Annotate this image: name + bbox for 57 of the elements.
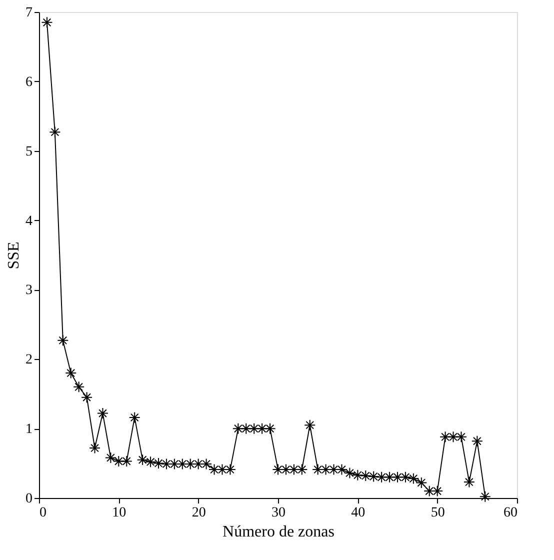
point — [89, 442, 101, 454]
point — [296, 464, 308, 476]
y-axis-title: SSE — [6, 242, 22, 270]
point — [49, 126, 61, 138]
point — [128, 412, 140, 424]
y-tick-label: 5 — [26, 144, 32, 160]
point — [463, 476, 475, 488]
point — [104, 452, 116, 464]
point — [264, 422, 276, 434]
point — [400, 471, 412, 483]
point — [344, 467, 356, 479]
point — [41, 16, 53, 28]
point — [304, 419, 316, 431]
point — [240, 422, 252, 434]
point — [471, 435, 483, 447]
point — [455, 431, 467, 443]
y-tick-label: 6 — [26, 74, 32, 90]
point — [144, 456, 156, 468]
point — [152, 458, 164, 470]
point — [73, 381, 85, 393]
point — [360, 470, 372, 482]
x-axis-title: Número de zonas — [222, 524, 334, 540]
point — [81, 392, 93, 404]
y-tick-label: 2 — [26, 352, 32, 368]
point — [368, 470, 380, 482]
point — [392, 471, 404, 483]
point — [448, 431, 460, 443]
point — [376, 471, 388, 483]
y-tick-label: 3 — [26, 283, 32, 298]
x-tick-label: 30 — [272, 506, 286, 520]
point — [408, 472, 420, 484]
point — [479, 490, 491, 502]
point — [96, 408, 108, 420]
x-tick-label: 20 — [192, 506, 206, 520]
point — [200, 458, 212, 470]
x-tick-label: 0 — [40, 506, 46, 520]
point — [440, 431, 452, 443]
point — [352, 469, 364, 481]
y-tick-label: 4 — [26, 214, 32, 229]
point — [112, 455, 124, 467]
point — [65, 367, 77, 379]
point — [57, 334, 69, 346]
point — [416, 476, 428, 488]
x-tick-label: 40 — [351, 506, 366, 520]
point — [248, 422, 260, 434]
x-tick-label: 10 — [112, 506, 126, 520]
point — [256, 422, 268, 434]
y-tick-label: 7 — [26, 6, 32, 20]
point — [120, 455, 132, 467]
x-tick-label: 60 — [504, 506, 518, 520]
point — [136, 454, 148, 466]
y-tick-label: 1 — [26, 422, 32, 438]
x-tick-label: 50 — [430, 506, 445, 520]
point — [384, 471, 396, 483]
point — [232, 422, 244, 434]
y-tick-label: 0 — [26, 492, 32, 506]
point — [432, 485, 444, 497]
